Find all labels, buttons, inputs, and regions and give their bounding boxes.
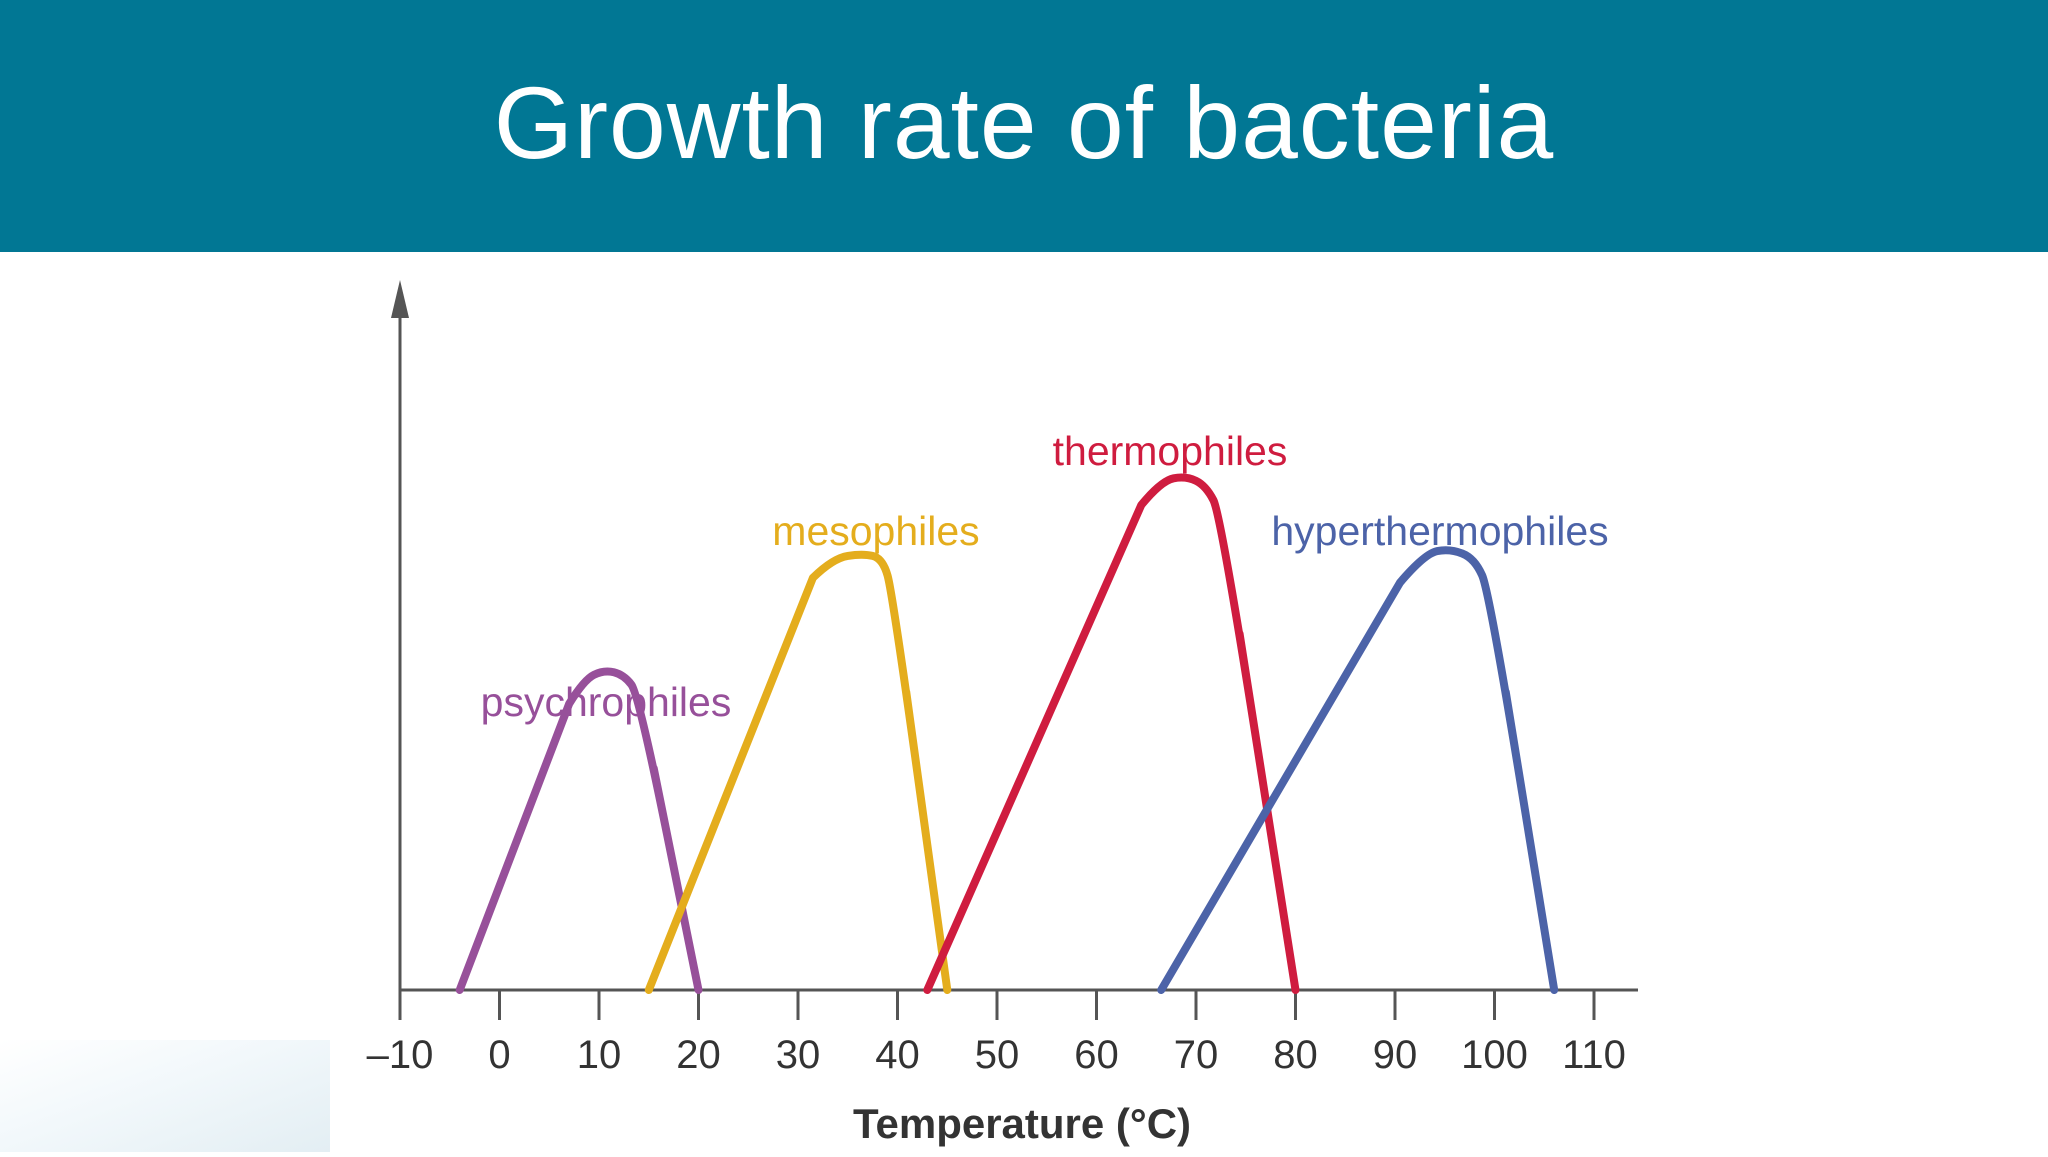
x-tick-label: 20: [676, 1033, 721, 1077]
x-tick-label: –10: [367, 1033, 434, 1077]
x-tick-label: 70: [1174, 1033, 1219, 1077]
series-label-thermophiles: thermophiles: [1053, 428, 1288, 474]
x-tick-label: 80: [1273, 1033, 1318, 1077]
series-line-hyperthermophiles: [1157, 546, 1559, 994]
series-label-psychrophiles: psychrophiles: [481, 679, 732, 725]
x-tick-label: 110: [1562, 1033, 1626, 1077]
x-axis-title: Temperature (°C): [853, 1100, 1191, 1147]
chart-series: [455, 473, 1559, 994]
x-tick-label: 90: [1373, 1033, 1418, 1077]
series-line-thermophiles: [923, 473, 1300, 994]
chart-labels: psychrophiles mesophiles thermophiles hyper…: [481, 428, 1609, 725]
background-decoration: [0, 1040, 330, 1152]
series-label-hyperthermophiles: hyperthermophiles: [1271, 508, 1608, 554]
x-tick-label: 30: [776, 1033, 821, 1077]
x-tick-label: 50: [975, 1033, 1020, 1077]
x-tick-label: 0: [488, 1033, 510, 1077]
x-tick-label: 100: [1461, 1033, 1528, 1077]
x-tick-label: 60: [1074, 1033, 1119, 1077]
series-line-psychrophiles: [455, 667, 703, 994]
x-tick-label: 40: [875, 1033, 920, 1077]
title-bar: Growth rate of bacteria: [0, 0, 2048, 252]
chart-axes: –10 0 10 20 30 40 50 60 70 80 90 100 110 Temperature …: [367, 280, 1638, 1147]
slide-title: Growth rate of bacteria: [493, 65, 1555, 180]
x-tick-label: 10: [577, 1033, 622, 1077]
series-label-mesophiles: mesophiles: [772, 508, 979, 554]
series-line-mesophiles: [644, 550, 952, 994]
y-axis-arrow-icon: [391, 280, 409, 318]
